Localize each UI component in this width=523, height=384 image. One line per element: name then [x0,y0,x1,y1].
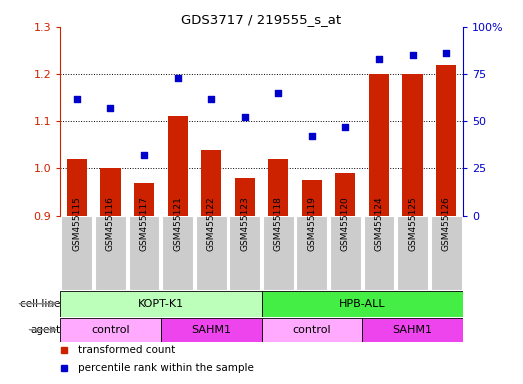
Bar [436,65,456,215]
Text: HPB-ALL: HPB-ALL [339,299,385,309]
Text: GSM455122: GSM455122 [207,197,215,251]
Bar [263,215,294,290]
Text: cell line: cell line [20,299,60,309]
Bar [268,159,288,215]
Bar [369,74,389,215]
Bar [262,318,362,342]
Point [207,96,215,102]
Text: GSM455115: GSM455115 [72,196,82,251]
Text: GSM455126: GSM455126 [441,197,451,251]
Point [241,114,249,121]
Point [442,50,450,56]
Text: GSM455119: GSM455119 [308,196,316,251]
Bar [60,291,262,317]
Bar [196,215,226,290]
Point [341,124,349,130]
Title: GDS3717 / 219555_s_at: GDS3717 / 219555_s_at [181,13,342,26]
Bar [297,215,327,290]
Text: GSM455118: GSM455118 [274,196,283,251]
Bar [161,318,262,342]
Bar [235,178,255,215]
Bar [95,215,126,290]
Text: percentile rank within the sample: percentile rank within the sample [78,363,254,373]
Point [274,90,282,96]
Text: SAHM1: SAHM1 [393,325,433,335]
Bar [129,215,160,290]
Bar [397,215,428,290]
Bar [167,116,188,215]
Point [106,105,115,111]
Bar [100,168,121,215]
Text: GSM455125: GSM455125 [408,197,417,251]
Text: GSM455123: GSM455123 [240,197,249,251]
Point [140,152,148,158]
Text: control: control [292,325,331,335]
Bar [67,159,87,215]
Bar [335,173,356,215]
Text: control: control [91,325,130,335]
Text: GSM455124: GSM455124 [374,197,383,251]
Bar [262,291,463,317]
Point [174,75,182,81]
Bar [330,215,361,290]
Point [73,96,81,102]
Bar [60,318,161,342]
Bar [62,215,93,290]
Bar [362,318,463,342]
Text: GSM455116: GSM455116 [106,196,115,251]
Point [308,133,316,139]
Text: agent: agent [30,325,60,335]
Bar [201,149,221,215]
Text: KOPT-K1: KOPT-K1 [138,299,184,309]
Point [375,56,383,62]
Bar [229,215,260,290]
Bar [403,74,423,215]
Text: SAHM1: SAHM1 [191,325,231,335]
Bar [363,215,394,290]
Bar [162,215,193,290]
Point [408,52,417,58]
Text: GSM455117: GSM455117 [140,196,149,251]
Text: transformed count: transformed count [78,345,176,355]
Text: GSM455120: GSM455120 [341,197,350,251]
Bar [302,180,322,215]
Text: GSM455121: GSM455121 [173,197,182,251]
Bar [430,215,461,290]
Bar [134,182,154,215]
